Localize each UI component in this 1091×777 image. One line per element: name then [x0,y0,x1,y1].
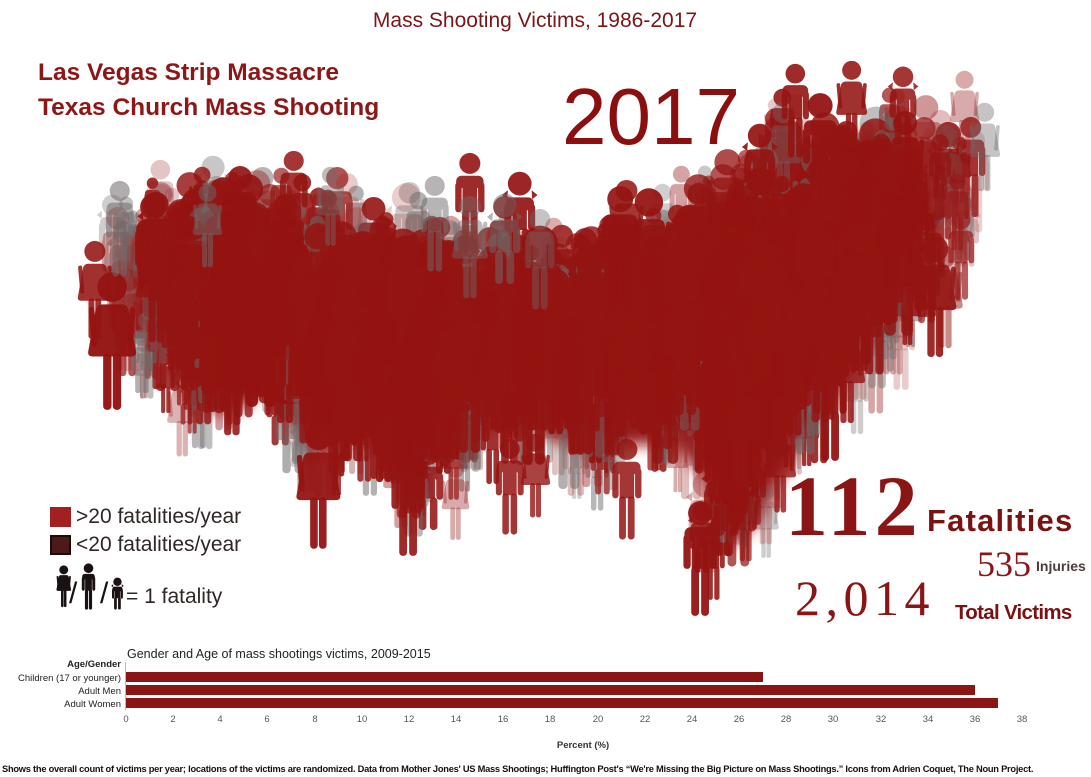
svg-text:Adult Women: Adult Women [64,699,121,710]
svg-text:8: 8 [312,714,317,725]
svg-text:32: 32 [876,714,887,725]
svg-text:10: 10 [357,714,368,725]
svg-text:12: 12 [404,714,415,725]
svg-text:6: 6 [264,714,269,725]
svg-text:28: 28 [781,714,792,725]
svg-text:0: 0 [123,714,128,725]
svg-text:4: 4 [217,714,222,725]
svg-text:Gender and Age of mass shootin: Gender and Age of mass shootings victims… [127,647,431,661]
svg-text:14: 14 [451,714,462,725]
svg-text:/: / [100,577,109,610]
svg-text:16: 16 [498,714,509,725]
svg-text:30: 30 [828,714,839,725]
svg-text:2: 2 [170,714,175,725]
svg-text:Age/Gender: Age/Gender [67,659,121,670]
svg-text:18: 18 [545,714,556,725]
svg-text:22: 22 [640,714,651,725]
svg-text:36: 36 [970,714,981,725]
svg-text:34: 34 [923,714,934,725]
svg-text:Adult Men: Adult Men [78,686,121,697]
svg-text:38: 38 [1017,714,1028,725]
svg-text:24: 24 [687,714,698,725]
svg-text:/: / [69,577,78,610]
svg-text:20: 20 [593,714,604,725]
svg-text:26: 26 [734,714,745,725]
svg-text:Children (17 or younger): Children (17 or younger) [18,673,121,684]
svg-text:Percent (%): Percent (%) [557,740,609,751]
